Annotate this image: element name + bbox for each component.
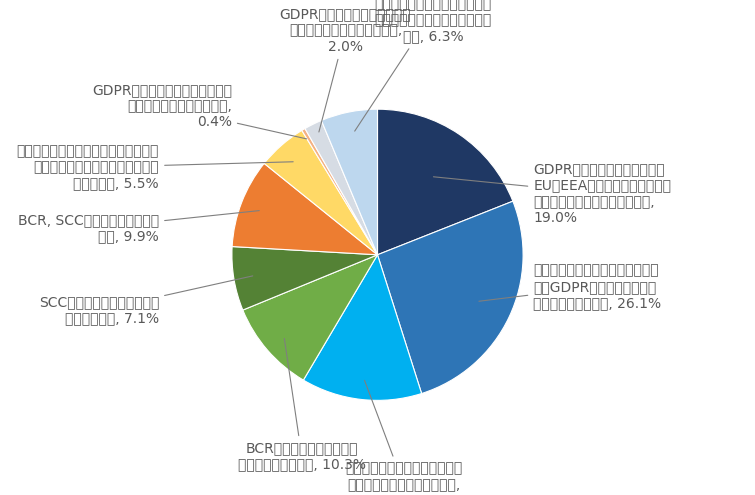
Wedge shape <box>322 109 378 255</box>
Text: BCR（拘束的企業準則）に
則って移転している, 10.3%: BCR（拘束的企業準則）に 則って移転している, 10.3% <box>238 339 365 471</box>
Wedge shape <box>232 163 378 255</box>
Wedge shape <box>302 129 378 255</box>
Text: GDPRを特に気にすることなく個
人情報の移転を行っている,
0.4%: GDPRを特に気にすることなく個 人情報の移転を行っている, 0.4% <box>92 83 307 139</box>
Text: GDPRに触れぬよう、個人情報
は移転しないようにしている,
2.0%: GDPRに触れぬよう、個人情報 は移転しないようにしている, 2.0% <box>279 7 411 132</box>
Text: データ主体から明示的な同意を
得るなど、それ以外の合法的な
根拠（契約等）により移転して
いる, 6.3%: データ主体から明示的な同意を 得るなど、それ以外の合法的な 根拠（契約等）により… <box>355 0 492 131</box>
Text: 現在、個人データを移転できるよ
うにGDPR対応中（対応検討
中も含めて）である, 26.1%: 現在、個人データを移転できるよ うにGDPR対応中（対応検討 中も含めて）である… <box>479 264 661 310</box>
Wedge shape <box>232 247 378 310</box>
Wedge shape <box>243 255 378 380</box>
Text: SCC（標準契約条項）により
移転している, 7.1%: SCC（標準契約条項）により 移転している, 7.1% <box>39 276 253 325</box>
Wedge shape <box>305 120 378 255</box>
Text: 十分性認定＋補完ルールにのっとった
かたちで適正に個人情報の移転を
行っている, 5.5%: 十分性認定＋補完ルールにのっとった かたちで適正に個人情報の移転を 行っている,… <box>17 144 293 191</box>
Text: BCR, SCC両方により移転して
いる, 9.9%: BCR, SCC両方により移転して いる, 9.9% <box>18 210 259 244</box>
Text: GDPRの存在は知っているが、
EU（EEA）との個人データの移
転がないため、対応していない,
19.0%: GDPRの存在は知っているが、 EU（EEA）との個人データの移 転がないため、… <box>433 162 671 225</box>
Text: 現地法人が対応しているので日
本法人とのデータ移転はない,
13.4%: 現地法人が対応しているので日 本法人とのデータ移転はない, 13.4% <box>345 380 462 495</box>
Wedge shape <box>378 109 513 255</box>
Wedge shape <box>304 255 421 400</box>
Wedge shape <box>378 201 523 394</box>
Wedge shape <box>264 130 378 255</box>
